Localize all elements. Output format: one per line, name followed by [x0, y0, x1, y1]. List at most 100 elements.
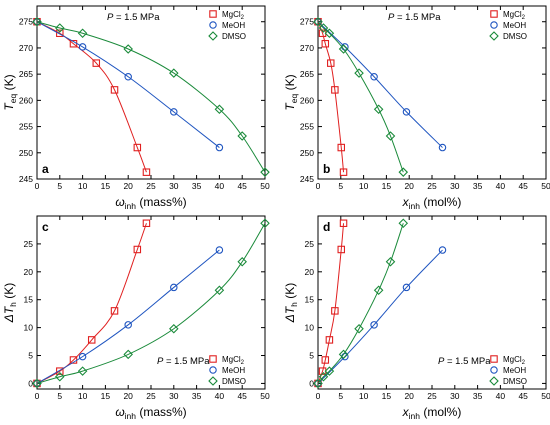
data-point-mgcl2	[110, 307, 119, 315]
series-line-dmso	[317, 223, 404, 384]
data-point-dmso	[214, 285, 225, 296]
y-tick-label: 10	[305, 323, 315, 333]
x-tick-label: 0	[316, 181, 321, 191]
x-tick-label: 45	[518, 181, 528, 191]
x-tick-label: 30	[169, 181, 179, 191]
data-point-meoh	[124, 321, 132, 329]
pressure-annotation: P = 1.5 MPa	[388, 12, 441, 23]
series-line-dmso	[36, 21, 266, 173]
data-point-meoh	[33, 379, 41, 388]
legend-label-dmso: DMSO	[222, 32, 246, 41]
y-axis-label: Teq (K)	[283, 74, 299, 110]
data-point-dmso	[260, 167, 270, 177]
legend-label-meoh: MeOH	[222, 366, 245, 375]
series-line-meoh	[36, 249, 220, 384]
legend-label-dmso: DMSO	[222, 377, 246, 386]
data-point-mgcl2	[331, 86, 339, 94]
data-point-meoh	[370, 321, 378, 329]
data-point-dmso	[338, 349, 349, 360]
x-tick-label: 35	[473, 181, 483, 191]
x-tick-label: 25	[146, 181, 156, 191]
data-point-meoh	[124, 73, 132, 81]
legend-marker-meoh	[209, 366, 217, 374]
data-point-meoh	[370, 73, 378, 81]
x-tick-label: 45	[518, 391, 528, 401]
x-tick-label: 40	[215, 181, 225, 191]
data-point-dmso	[237, 131, 247, 141]
data-point-mgcl2	[142, 219, 151, 228]
data-point-dmso	[373, 104, 384, 115]
data-point-meoh	[33, 17, 41, 26]
x-tick-label: 15	[101, 391, 111, 401]
pressure-annotation: P = 1.5 MPa	[107, 12, 160, 23]
y-tick-label: 20	[24, 267, 34, 277]
data-point-mgcl2	[327, 59, 335, 67]
x-tick-label: 10	[78, 391, 88, 401]
legend-marker-dmso	[489, 376, 499, 386]
chart-panel-d: 0 5 10 15 20 25 30 35 40 45 50 0 5 10 15 20 25 xinh (mol%…	[283, 215, 550, 421]
data-point-dmso	[77, 366, 88, 376]
x-tick-label: 45	[237, 181, 247, 191]
y-tick-label: 245	[19, 174, 33, 184]
data-point-dmso	[398, 218, 409, 229]
legend-marker-mgcl2	[490, 355, 498, 363]
x-tick-label: 5	[338, 181, 343, 191]
x-tick-label: 20	[404, 391, 414, 401]
data-point-dmso	[318, 23, 329, 33]
data-point-dmso	[313, 378, 323, 389]
data-point-meoh	[314, 17, 322, 26]
x-tick-label: 15	[382, 391, 392, 401]
data-point-dmso	[32, 378, 42, 389]
legend-marker-mgcl2	[209, 10, 217, 18]
x-tick-label: 20	[123, 391, 133, 401]
x-tick-label: 0	[316, 391, 321, 401]
x-tick-label: 15	[101, 181, 111, 191]
legend-label-meoh: MeOH	[503, 366, 526, 375]
y-tick-label: 25	[24, 239, 34, 249]
data-point-mgcl2	[87, 336, 96, 344]
data-point-dmso	[55, 371, 65, 382]
y-tick-label: 265	[19, 69, 33, 79]
data-point-dmso	[354, 323, 364, 334]
x-tick-label: 25	[427, 391, 437, 401]
data-point-meoh	[438, 143, 447, 152]
data-point-dmso	[373, 285, 384, 296]
data-point-mgcl2	[56, 29, 64, 38]
y-tick-label: 255	[19, 122, 33, 132]
data-point-dmso	[237, 256, 247, 267]
x-tick-label: 20	[123, 181, 133, 191]
y-axis-label: ΔTh (K)	[283, 283, 299, 323]
data-point-dmso	[260, 218, 270, 229]
data-point-meoh	[170, 108, 178, 116]
data-point-dmso	[123, 44, 133, 54]
series-line-meoh	[36, 21, 220, 148]
data-point-mgcl2	[110, 86, 119, 94]
data-point-meoh	[402, 283, 411, 292]
y-axis-label: ΔTh (K)	[2, 283, 18, 323]
legend-label-mgcl2: MgCl2	[503, 10, 526, 21]
x-tick-label: 0	[35, 391, 40, 401]
data-point-mgcl2	[142, 168, 151, 176]
x-tick-label: 45	[237, 391, 247, 401]
legend-label-meoh: MeOH	[222, 21, 245, 30]
y-tick-label: 255	[300, 122, 314, 132]
x-tick-label: 50	[260, 391, 270, 401]
x-tick-label: 50	[541, 391, 550, 401]
y-tick-label: 260	[300, 95, 314, 105]
y-tick-label: 270	[19, 43, 33, 53]
data-point-dmso	[214, 104, 225, 115]
data-point-dmso	[123, 349, 133, 360]
x-axis-label: ωinh (mass%)	[115, 195, 186, 211]
series-line-meoh	[317, 21, 443, 148]
x-tick-label: 25	[427, 181, 437, 191]
legend-marker-meoh	[490, 366, 498, 374]
data-point-meoh	[438, 246, 447, 254]
y-tick-label: 245	[300, 174, 314, 184]
series-line-dmso	[317, 21, 404, 173]
data-point-dmso	[313, 16, 323, 27]
x-tick-label: 35	[192, 391, 202, 401]
y-tick-label: 250	[300, 148, 314, 158]
x-tick-label: 30	[169, 391, 179, 401]
chart-panel-a: 0 5 10 15 20 25 30 35 40 45 50 245 250 255 260 265 270 27…	[2, 5, 270, 211]
series-line-meoh	[317, 249, 443, 384]
